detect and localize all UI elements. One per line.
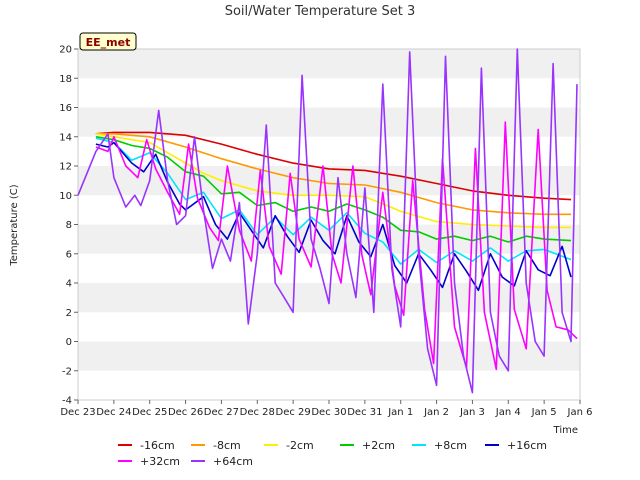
legend-label: +64cm: [213, 455, 253, 468]
grid-band: [78, 136, 580, 166]
legend: -16cm -8cm -2cm +2cm +8cm +16cm +32cm +64cm: [118, 439, 547, 468]
y-tick-label: 8: [66, 220, 72, 231]
y-tick-label: 12: [59, 162, 72, 173]
legend-label: +16cm: [507, 439, 547, 452]
x-axis: Dec 23 Dec 24 Dec 25 Dec 26 Dec 27 Dec 28 Dec …: [60, 400, 592, 418]
series-line-32cm: [95, 121, 578, 371]
y-axis: -4 -2 0 2 4 6 8 10 12 14 16 18 20: [59, 45, 78, 407]
chart-title: Soil/Water Temperature Set 3: [225, 4, 416, 19]
plot-bands: [78, 49, 580, 400]
y-tick-label: 14: [59, 132, 72, 143]
ee-met-badge: EE_met: [79, 32, 137, 51]
series-line-16cm: [95, 141, 572, 292]
legend-label: -8cm: [213, 439, 241, 452]
legend-label: +2cm: [362, 439, 395, 452]
x-tick-label: Dec 28: [240, 407, 275, 418]
x-tick-label: Jan 4: [495, 407, 521, 418]
x-tick-label: Jan 5: [531, 407, 557, 418]
x-tick-label: Dec 25: [132, 407, 167, 418]
series-line-2cm: [95, 133, 571, 229]
series-layer: [77, 48, 578, 394]
y-tick-label: 10: [59, 191, 72, 202]
y-axis-label: Temperature (C): [9, 184, 20, 266]
y-tick-label: 0: [66, 337, 72, 348]
x-tick-label: Jan 3: [459, 407, 485, 418]
y-tick-label: 6: [66, 249, 72, 260]
series-line-8cm: [95, 133, 571, 216]
y-tick-label: -2: [62, 366, 72, 377]
series-line-64cm: [77, 48, 578, 394]
x-tick-label: Dec 29: [276, 407, 311, 418]
grid-band: [78, 78, 580, 108]
grid-band: [78, 370, 580, 400]
y-tick-label: 2: [66, 308, 72, 319]
series-line-2cm: [95, 136, 572, 243]
y-tick-label: 16: [59, 103, 72, 114]
y-tick-label: -4: [62, 396, 72, 407]
grid-band: [78, 312, 580, 342]
y-tick-label: 4: [66, 279, 72, 290]
x-tick-label: Dec 27: [204, 407, 239, 418]
x-tick-label: Jan 1: [387, 407, 413, 418]
x-tick-label: Jan 2: [423, 407, 449, 418]
x-tick-label: Dec 30: [311, 407, 346, 418]
x-tick-label: Dec 24: [96, 407, 131, 418]
x-tick-label: Jan 6: [567, 407, 593, 418]
y-tick-label: 18: [59, 74, 72, 85]
grid-band: [78, 49, 580, 79]
x-axis-label: Time: [553, 425, 578, 436]
grid-band: [78, 253, 580, 283]
x-tick-label: Dec 23: [60, 407, 95, 418]
x-tick-label: Dec 31: [347, 407, 382, 418]
legend-label: +32cm: [140, 455, 180, 468]
y-tick-label: 20: [59, 45, 72, 56]
badge-label: EE_met: [86, 36, 131, 49]
legend-label: -2cm: [286, 439, 314, 452]
grid-band: [78, 166, 580, 196]
x-tick-label: Dec 26: [168, 407, 203, 418]
legend-label: +8cm: [434, 439, 467, 452]
legend-label: -16cm: [140, 439, 175, 452]
